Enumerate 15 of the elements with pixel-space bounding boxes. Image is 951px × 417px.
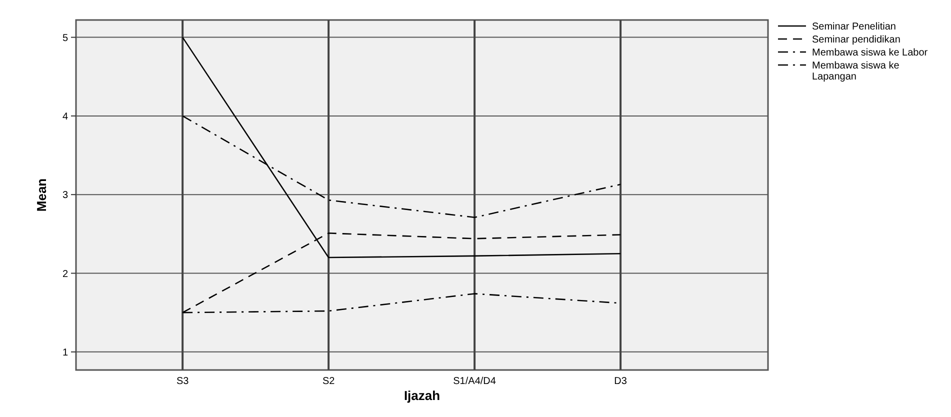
x-tick-label: S1/A4/D4 <box>453 376 496 387</box>
y-tick-label: 2 <box>62 268 68 280</box>
x-axis-title: Ijazah <box>404 388 440 403</box>
y-tick-label: 5 <box>62 32 68 44</box>
x-tick-label: S3 <box>176 376 190 387</box>
legend-label: Seminar pendidikan <box>812 34 900 46</box>
y-tick-label: 4 <box>62 111 68 122</box>
y-tick-label: 3 <box>62 190 68 202</box>
legend-label: Seminar Penelitian <box>812 22 896 32</box>
y-axis-title: Mean <box>34 178 49 212</box>
legend-label: Membawa siswa ke Labor <box>812 48 928 58</box>
x-tick-label: D3 <box>614 376 628 387</box>
x-tick-label: S2 <box>322 376 336 387</box>
legend-label: Membawa siswa ke Lapangan <box>812 60 900 82</box>
y-tick-label: 1 <box>62 347 68 358</box>
